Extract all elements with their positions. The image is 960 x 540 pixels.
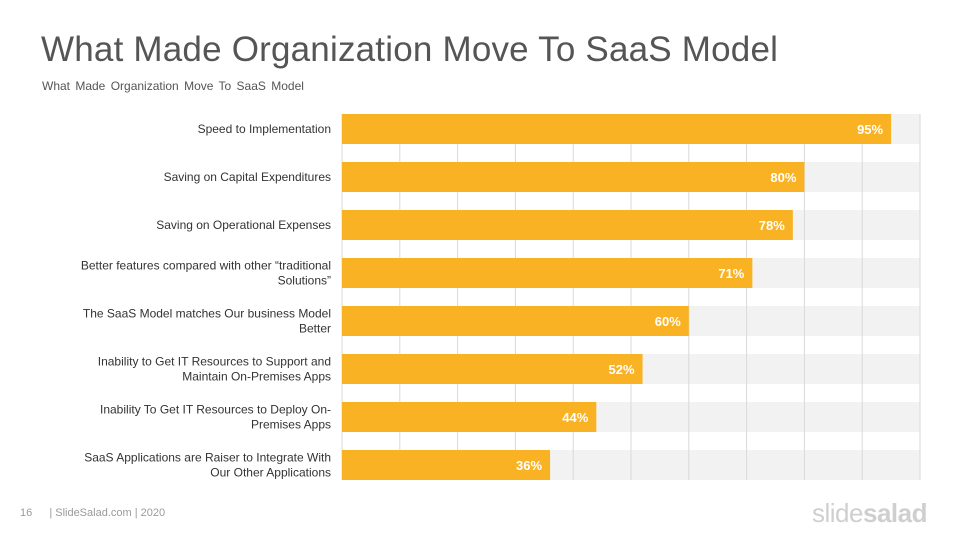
bar-value-label: 60%	[655, 314, 681, 329]
slide-subtitle: What Made Organization Move To SaaS Mode…	[42, 79, 304, 93]
slidesalad-logo: slidesalad	[812, 498, 927, 529]
category-label: Inability to Get IT Resources to Support…	[98, 355, 331, 384]
bar-value-label: 95%	[857, 122, 883, 137]
category-label-line: Saving on Operational Expenses	[156, 218, 331, 232]
category-label: SaaS Applications are Raiser to Integrat…	[84, 451, 331, 480]
footer-source: | SlideSalad.com | 2020	[49, 507, 166, 519]
category-label-line: Solutions”	[278, 274, 331, 288]
bar	[342, 114, 892, 144]
category-label-line: Inability To Get IT Resources to Deploy …	[100, 403, 331, 417]
category-label-line: Better features compared with other “tra…	[81, 259, 331, 273]
category-label-line: Maintain On-Premises Apps	[182, 370, 331, 384]
bar-value-label: 80%	[770, 170, 796, 185]
bar	[342, 210, 793, 240]
bar-value-label: 52%	[609, 362, 635, 377]
category-label-line: Speed to Implementation	[198, 122, 331, 136]
footer: 16 | SlideSalad.com | 2020	[20, 507, 165, 519]
category-label: Saving on Operational Expenses	[156, 218, 331, 232]
category-label: Inability To Get IT Resources to Deploy …	[100, 403, 331, 432]
category-label-line: Saving on Capital Expenditures	[164, 170, 331, 184]
category-label-line: Inability to Get IT Resources to Support…	[98, 355, 331, 369]
bar-value-label: 71%	[718, 266, 744, 281]
logo-part-slide: slide	[812, 498, 863, 528]
page-number: 16	[20, 507, 33, 519]
category-label-line: SaaS Applications are Raiser to Integrat…	[84, 451, 331, 465]
bar	[342, 162, 805, 192]
slide-title: What Made Organization Move To SaaS Mode…	[41, 30, 779, 69]
category-label-line: Premises Apps	[251, 418, 331, 432]
category-label-line: Better	[299, 322, 331, 336]
bar	[342, 258, 753, 288]
bar-value-label: 44%	[562, 410, 588, 425]
bar-value-label: 36%	[516, 458, 542, 473]
category-label: Speed to Implementation	[198, 122, 331, 136]
bar	[342, 450, 551, 480]
category-label: Saving on Capital Expenditures	[164, 170, 331, 184]
category-label: Better features compared with other “tra…	[81, 259, 331, 288]
category-label-line: The SaaS Model matches Our business Mode…	[83, 307, 331, 321]
logo-part-salad: salad	[862, 498, 928, 528]
category-label: The SaaS Model matches Our business Mode…	[83, 307, 331, 336]
bar	[342, 402, 597, 432]
bar	[342, 354, 643, 384]
category-label-line: Our Other Applications	[210, 466, 331, 480]
bar	[342, 306, 689, 336]
bar-value-label: 78%	[759, 218, 785, 233]
